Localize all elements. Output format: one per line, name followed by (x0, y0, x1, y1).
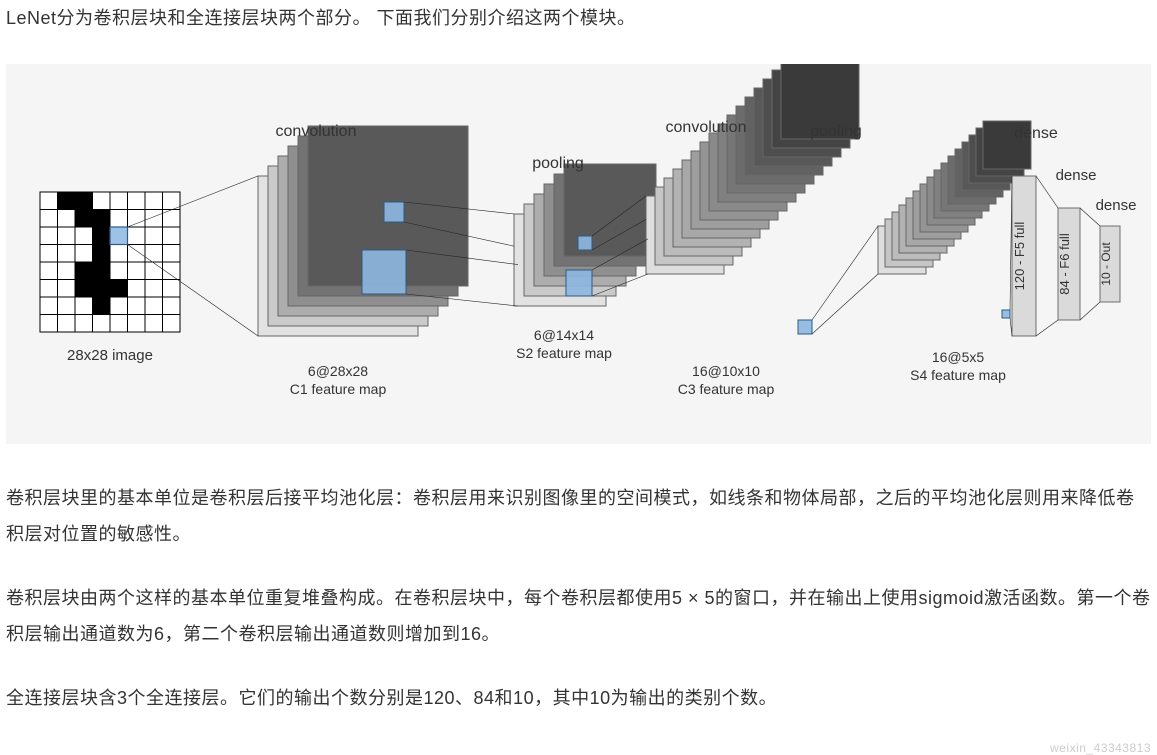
svg-text:120 - F5 full: 120 - F5 full (1012, 222, 1027, 291)
svg-text:28x28 image: 28x28 image (67, 347, 153, 364)
svg-text:C1 feature map: C1 feature map (290, 381, 387, 397)
lenet-architecture-diagram: 28x28 image 120 - F5 full 84 - F6 full 10 -… (6, 64, 1151, 444)
body-paragraph-2: 卷积层块里的基本单位是卷积层后接平均池化层：卷积层用来识别图像里的空间模式，如线… (6, 480, 1151, 552)
svg-text:16@5x5: 16@5x5 (932, 349, 985, 365)
svg-text:convolution: convolution (276, 123, 357, 140)
body-paragraph-3: 卷积层块由两个这样的基本单位重复堆叠构成。在卷积层块中，每个卷积层都使用5 × … (6, 580, 1151, 652)
svg-text:dense: dense (1096, 197, 1137, 214)
lenet-diagram-container: 28x28 image 120 - F5 full 84 - F6 full 10 -… (6, 64, 1151, 444)
body-paragraph-4: 全连接层块含3个全连接层。它们的输出个数分别是120、84和10，其中10为输出… (6, 680, 1151, 716)
svg-text:pooling: pooling (810, 123, 862, 140)
svg-text:convolution: convolution (666, 119, 747, 136)
svg-text:dense: dense (1014, 125, 1058, 142)
svg-text:pooling: pooling (532, 155, 584, 172)
svg-text:6@14x14: 6@14x14 (534, 327, 594, 343)
svg-text:6@28x28: 6@28x28 (308, 363, 368, 379)
watermark-text: weixin_43343813 (1050, 741, 1151, 755)
svg-text:C3 feature map: C3 feature map (678, 381, 775, 397)
svg-text:16@10x10: 16@10x10 (692, 363, 760, 379)
svg-text:S4 feature map: S4 feature map (910, 367, 1006, 383)
intro-paragraph-1: LeNet分为卷积层块和全连接层块两个部分。 下面我们分别介绍这两个模块。 (6, 0, 1151, 36)
svg-text:dense: dense (1056, 167, 1097, 184)
svg-text:S2 feature map: S2 feature map (516, 345, 612, 361)
svg-text:84 - F6 full: 84 - F6 full (1057, 233, 1072, 295)
svg-text:10 - Out: 10 - Out (1099, 242, 1113, 286)
